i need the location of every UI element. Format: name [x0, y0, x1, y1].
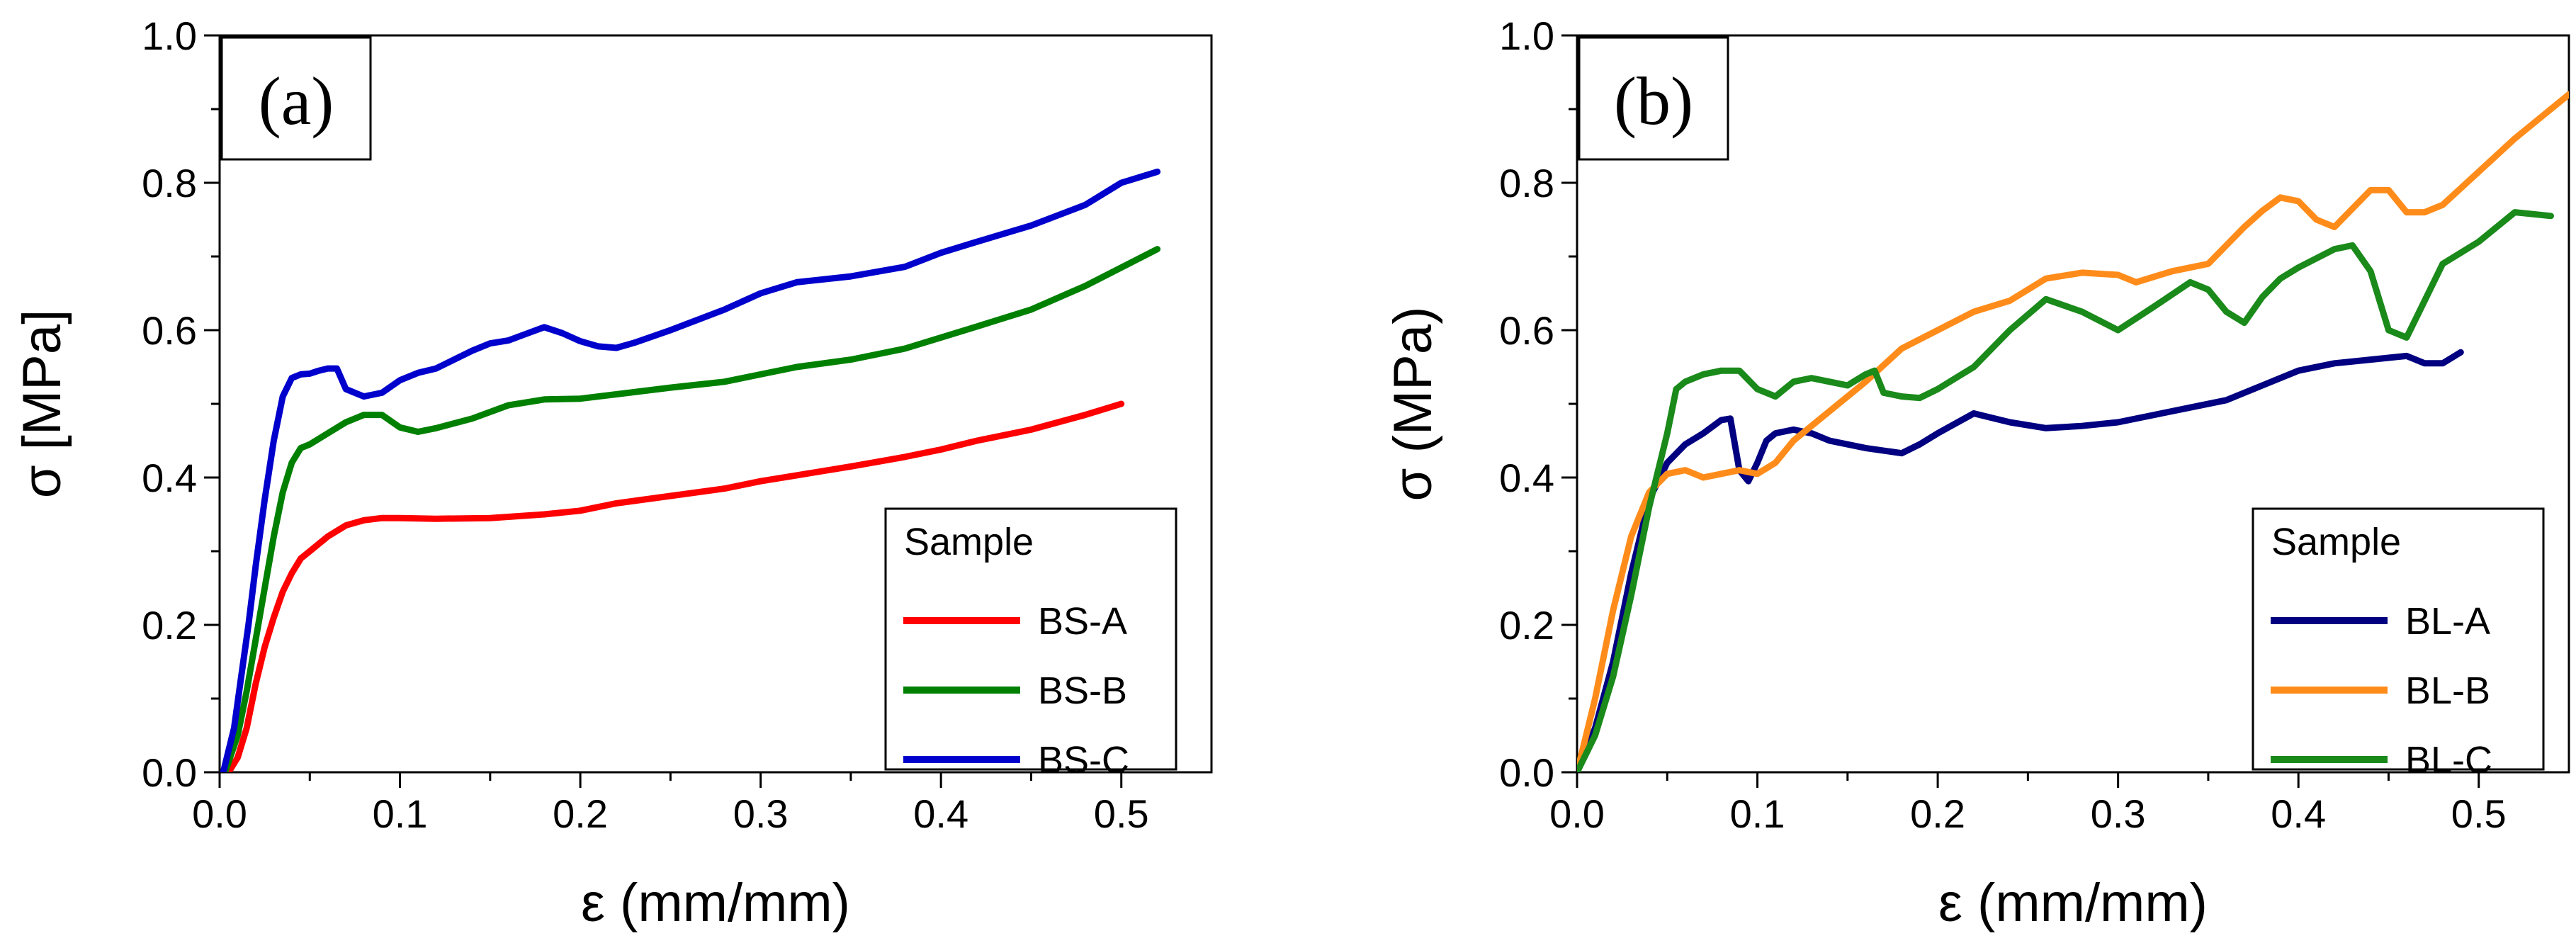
series-line-bs-b [222, 246, 1161, 772]
y-tick-label: 0.0 [1499, 750, 1554, 795]
y-tick-label: 0.8 [1499, 161, 1554, 205]
series-line-bl-b [1577, 91, 2569, 772]
x-tick-label: 0.4 [913, 791, 968, 836]
panel-label-a: (a) [259, 63, 334, 139]
x-tick-label: 0.3 [2091, 791, 2146, 836]
x-tick-label: 0.2 [553, 791, 608, 836]
x-axis-label-b: ε (mm/mm) [1938, 873, 2208, 933]
y-tick-label: 1.0 [142, 13, 197, 58]
panel-label-box-b [1578, 36, 1729, 161]
y-axis-label-a: σ [MPa] [12, 310, 72, 499]
legend-entries-b: BL-A BL-B BL-C [2271, 600, 2492, 781]
legend-label-bl-b: BL-B [2405, 670, 2490, 712]
chart-panel-a: (a) 0.0 0.1 0.2 0.3 0.4 0.5 0.0 0.2 0.4 0.6 0.8 1.0… [12, 13, 1213, 933]
y-tick-label: 0.6 [1499, 308, 1554, 353]
legend-title-b: Sample [2271, 521, 2401, 563]
legend-label-bs-b: BS-B [1038, 670, 1127, 712]
series-line-bl-a [1577, 349, 2464, 772]
x-tick-label: 0.1 [373, 791, 428, 836]
legend-box-a [884, 507, 1177, 771]
series-line-bs-c [220, 168, 1161, 772]
y-tick-label: 0.2 [1499, 603, 1554, 648]
legend-title-a: Sample [904, 521, 1034, 563]
x-tick-label: 0.0 [1549, 791, 1605, 836]
legend-a: Sample BS-A BS-B BS-C [884, 507, 1177, 781]
y-tick-label: 0.8 [142, 161, 197, 205]
series-layer-a [220, 168, 1161, 772]
legend-b: Sample BL-A BL-B BL-C [2252, 507, 2545, 781]
legend-box-b [2252, 507, 2545, 771]
y-tick-label: 0.6 [142, 308, 197, 353]
x-tick-label: 0.2 [1910, 791, 1965, 836]
series-line-bl-c [1577, 209, 2554, 772]
y-tick-label: 0.2 [142, 603, 197, 648]
x-axis-label-a: ε (mm/mm) [581, 873, 850, 933]
legend-label-bs-c: BS-C [1038, 739, 1129, 781]
x-tick-label: 0.4 [2271, 791, 2326, 836]
legend-label-bl-a: BL-A [2405, 600, 2490, 643]
panel-label-box-a [220, 36, 372, 161]
legend-label-bl-c: BL-C [2405, 739, 2492, 781]
x-tick-label: 0.5 [2451, 791, 2507, 836]
y-axis-label-b: σ (MPa) [1383, 307, 1443, 502]
ticks-a: 0.0 0.1 0.2 0.3 0.4 0.5 0.0 0.2 0.4 0.6 0.8 1.0 [142, 13, 1149, 836]
y-tick-label: 1.0 [1499, 13, 1554, 58]
x-tick-label: 0.0 [192, 791, 247, 836]
y-tick-label: 0.4 [1499, 456, 1554, 500]
chart-panel-b: (b) 0.0 0.1 0.2 0.3 0.4 0.5 0.0 0.2 0.4 0.6 0.8 1.0… [1383, 13, 2570, 933]
panel-label-b: (b) [1614, 63, 1693, 139]
legend-entries-a: BS-A BS-B BS-C [903, 600, 1129, 781]
legend-label-bs-a: BS-A [1038, 600, 1127, 643]
x-tick-label: 0.3 [733, 791, 789, 836]
y-tick-label: 0.0 [142, 750, 197, 795]
x-tick-label: 0.1 [1730, 791, 1785, 836]
series-line-bs-a [225, 400, 1125, 772]
y-tick-label: 0.4 [142, 456, 197, 500]
ticks-b: 0.0 0.1 0.2 0.3 0.4 0.5 0.0 0.2 0.4 0.6 0.8 1.0 [1499, 13, 2507, 836]
x-tick-label: 0.5 [1094, 791, 1149, 836]
series-layer-b [1577, 91, 2569, 772]
